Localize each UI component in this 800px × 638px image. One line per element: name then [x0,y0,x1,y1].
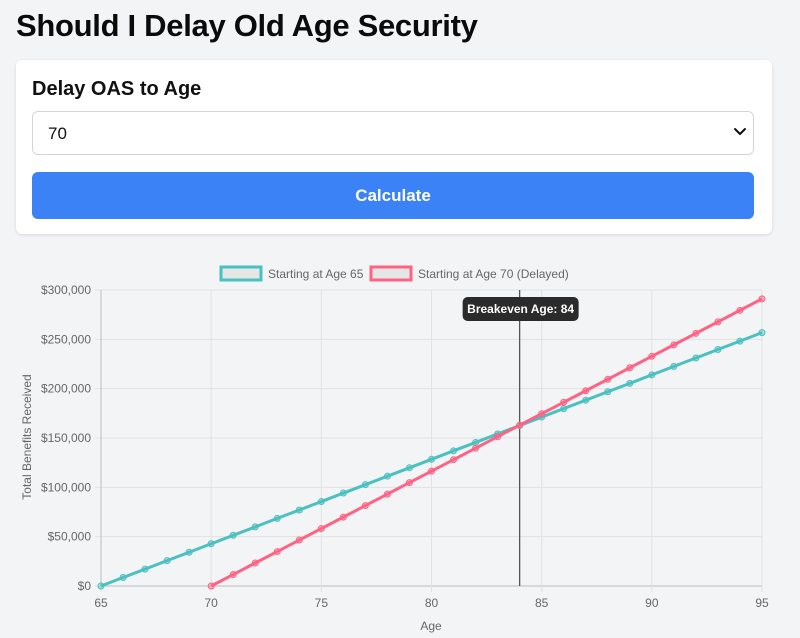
y-tick-label: $250,000 [41,332,91,346]
data-point[interactable] [273,548,281,556]
grid-lines [95,289,763,592]
data-point[interactable] [450,447,458,455]
data-point[interactable] [670,341,678,349]
legend-swatch-series-70[interactable] [369,265,413,282]
data-point[interactable] [516,421,524,429]
y-tick-label: $150,000 [41,431,91,445]
data-point[interactable] [207,582,215,590]
y-tick-label: $100,000 [41,480,91,494]
x-axis-title: Age [420,619,442,633]
data-point[interactable] [361,481,369,489]
data-point[interactable] [185,548,193,556]
data-point[interactable] [626,379,634,387]
data-point[interactable] [648,371,656,379]
data-point[interactable] [626,364,634,372]
data-point[interactable] [339,489,347,497]
x-tick-label: 95 [755,596,769,610]
data-point[interactable] [560,405,568,413]
breakeven-tooltip-label: Breakeven Age: 84 [467,302,574,316]
data-point[interactable] [736,306,744,314]
data-point[interactable] [560,398,568,406]
series-line-0 [100,331,763,588]
data-point[interactable] [758,295,766,303]
data-point[interactable] [538,410,546,418]
data-point[interactable] [361,502,369,510]
data-point[interactable] [317,525,325,533]
data-point[interactable] [295,536,303,544]
y-tick-labels: $0 $50,000 $100,000 $150,000 $200,000 $250,00… [41,283,91,593]
series-layer [97,295,766,590]
data-point[interactable] [494,433,502,441]
legend-label-series-70[interactable]: Starting at Age 70 (Delayed) [418,267,569,281]
data-point[interactable] [428,455,435,463]
data-point[interactable] [317,498,325,506]
y-tick-label: $300,000 [41,283,91,297]
data-point[interactable] [405,479,413,487]
data-point[interactable] [604,388,612,396]
x-tick-label: 70 [204,596,218,610]
data-point[interactable] [251,523,259,531]
data-point[interactable] [692,354,700,362]
data-point[interactable] [472,444,480,452]
delay-age-select-value: 70 [48,124,67,143]
data-point[interactable] [273,514,281,522]
data-point[interactable] [692,329,700,337]
data-point[interactable] [229,531,237,539]
x-tick-label: 90 [645,596,659,610]
delay-form-card: Delay OAS to Age 70 Calculate [16,60,772,234]
calculate-button[interactable]: Calculate [32,172,754,219]
data-point[interactable] [251,559,259,567]
data-point[interactable] [163,557,171,565]
y-tick-label: $200,000 [41,382,91,396]
y-tick-label: $0 [78,579,92,593]
data-point[interactable] [97,582,105,590]
series-line-1 [210,297,763,588]
data-point[interactable] [648,352,656,360]
data-point[interactable] [383,490,391,498]
x-tick-label: 80 [425,596,439,610]
benefits-chart: Starting at Age 65 Starting at Age 70 (D… [20,265,769,633]
data-point[interactable] [670,362,678,370]
y-tick-label: $50,000 [48,530,92,544]
x-tick-label: 75 [315,596,329,610]
data-point[interactable] [119,574,127,582]
data-point[interactable] [472,438,480,446]
data-point[interactable] [428,467,435,475]
data-point[interactable] [207,540,215,548]
breakeven-tooltip: Breakeven Age: 84 [462,297,579,321]
data-point[interactable] [582,387,590,395]
delay-age-select[interactable]: 70 [32,111,754,155]
x-tick-labels: 65 70 75 80 85 90 95 [94,596,769,610]
data-point[interactable] [229,571,237,579]
page-title: Should I Delay Old Age Security [16,8,478,43]
y-axis-title: Total Benefits Received [20,374,34,499]
data-point[interactable] [758,329,766,337]
data-point[interactable] [714,318,722,326]
legend-label-series-65[interactable]: Starting at Age 65 [268,267,364,281]
data-point[interactable] [383,472,391,480]
data-point[interactable] [604,375,612,383]
data-point[interactable] [339,513,347,521]
data-point[interactable] [714,345,722,353]
data-point[interactable] [450,456,458,464]
delay-age-label: Delay OAS to Age [32,78,202,100]
breakeven-tooltip-box [462,297,579,321]
chevron-down-icon [734,128,746,135]
x-tick-label: 65 [94,596,108,610]
data-point[interactable] [736,337,744,345]
x-tick-label: 85 [535,596,549,610]
legend: Starting at Age 65 Starting at Age 70 (D… [219,265,569,282]
data-point[interactable] [405,464,413,472]
data-point[interactable] [295,506,303,514]
data-point[interactable] [582,396,590,404]
data-point[interactable] [141,565,149,573]
legend-swatch-series-65[interactable] [219,265,263,282]
